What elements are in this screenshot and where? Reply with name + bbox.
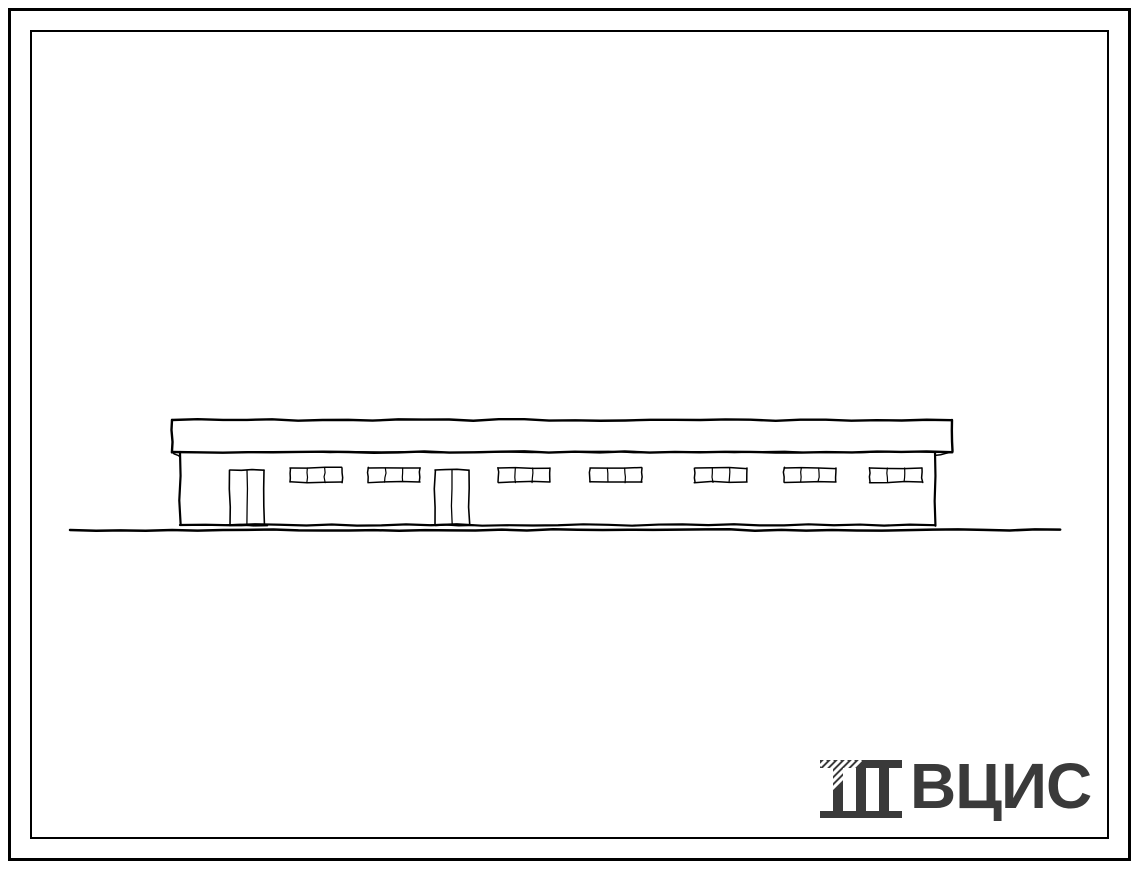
logo-mark-icon — [820, 760, 902, 818]
logo-text: ВЦИС — [910, 754, 1091, 818]
brand-logo: ВЦИС — [820, 754, 1091, 818]
building-elevation-drawing — [0, 0, 1139, 869]
